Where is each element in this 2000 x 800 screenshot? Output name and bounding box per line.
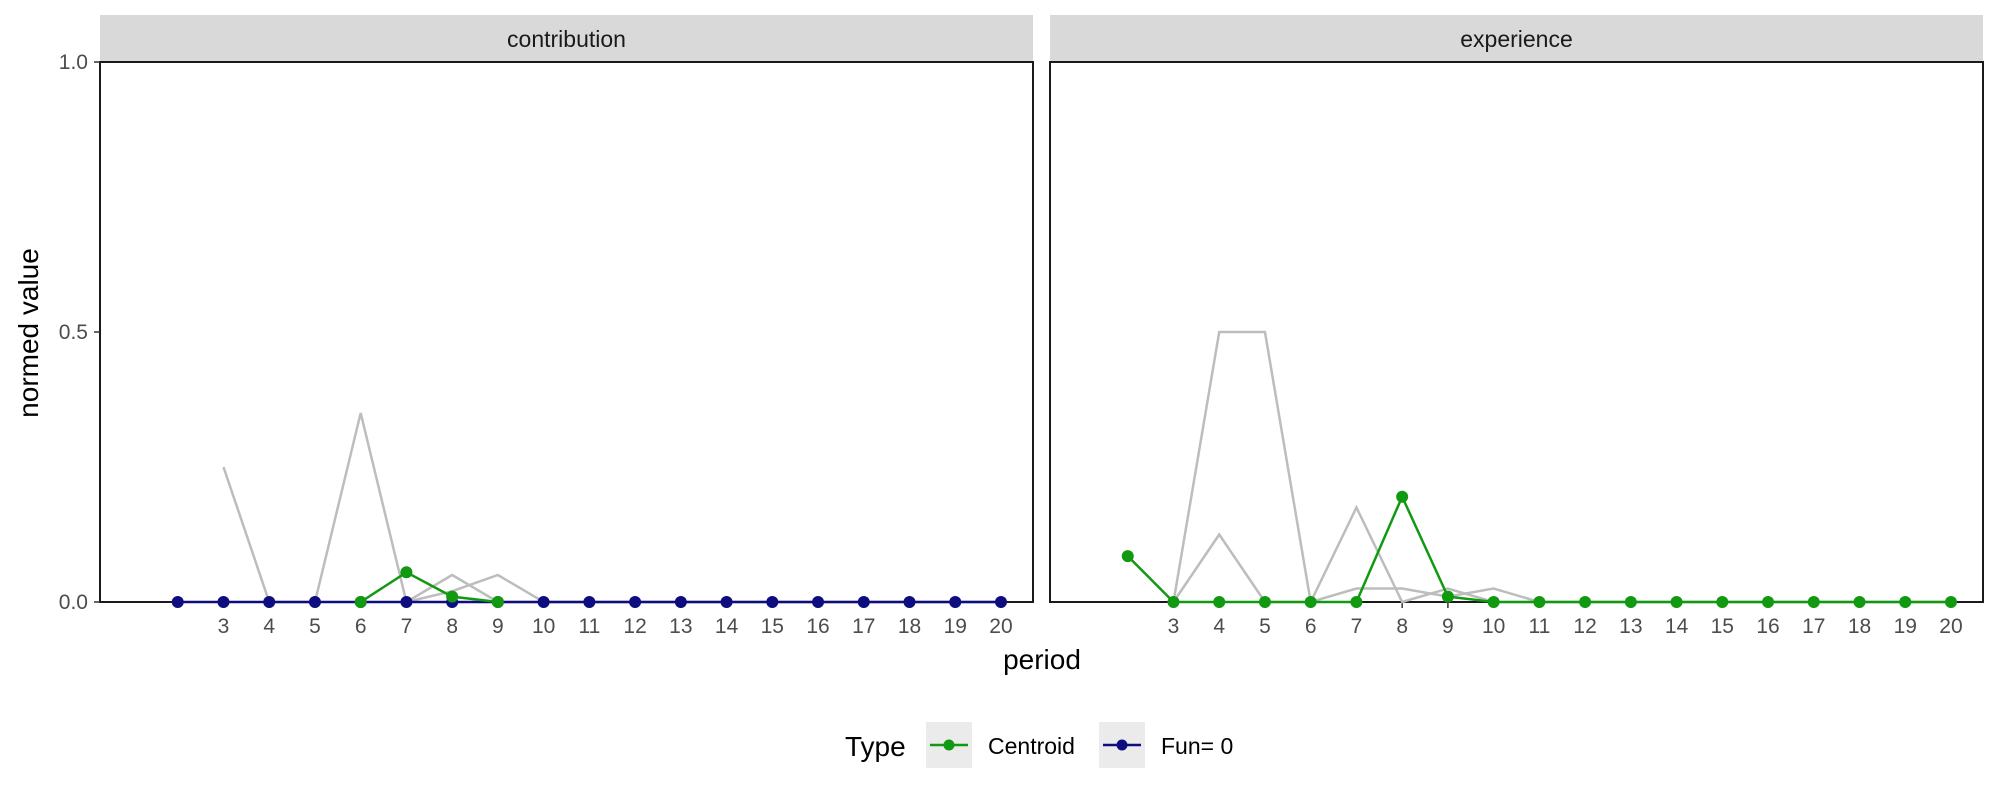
x-tick-label-contribution-10: 10	[532, 615, 555, 638]
x-tick-label-contribution-19: 19	[944, 615, 967, 638]
x-tick-label-contribution-9: 9	[492, 615, 504, 638]
point-contribution-fun0-13	[674, 596, 687, 608]
point-contribution-centroid-7	[400, 566, 413, 579]
point-experience-centroid-6	[1304, 596, 1317, 608]
x-tick-label-experience-5: 5	[1259, 615, 1271, 638]
x-tick-label-contribution-11: 11	[578, 615, 600, 638]
plot-area-contribution	[99, 61, 1034, 603]
x-tick-label-experience-19: 19	[1894, 615, 1917, 638]
point-contribution-centroid-9	[491, 596, 504, 608]
x-tick-label-contribution-12: 12	[623, 615, 646, 638]
legend-point-fun0	[1116, 739, 1128, 751]
legend-point-centroid	[943, 739, 955, 751]
point-contribution-fun0-11	[583, 596, 596, 608]
x-tick-label-contribution-18: 18	[898, 615, 921, 638]
point-contribution-fun0-15	[766, 596, 779, 608]
x-tick-label-experience-12: 12	[1573, 615, 1596, 638]
x-tick-label-contribution-14: 14	[715, 615, 739, 638]
point-contribution-fun0-5	[308, 596, 321, 608]
legend-label-centroid: Centroid	[988, 733, 1075, 759]
point-contribution-centroid-6	[354, 596, 367, 608]
point-experience-centroid-20	[1944, 596, 1957, 608]
x-tick-label-contribution-15: 15	[761, 615, 784, 638]
point-experience-centroid-15	[1716, 596, 1729, 608]
x-tick-label-experience-17: 17	[1802, 615, 1825, 638]
point-experience-centroid-4	[1213, 596, 1226, 608]
x-tick-label-experience-15: 15	[1711, 615, 1734, 638]
panels-layer: contribution 3 4 5 6 7 8 9 10 11 12 13 14 15 16 17 18 19 2…	[59, 15, 1984, 638]
x-tick-label-contribution-5: 5	[309, 615, 321, 638]
point-experience-centroid-19	[1899, 596, 1912, 608]
point-experience-centroid-10	[1487, 596, 1500, 608]
point-contribution-fun0-4	[263, 596, 276, 608]
point-experience-centroid-8	[1396, 490, 1409, 503]
series-line-contribution-centroid	[360, 570, 499, 604]
x-tick-label-experience-14: 14	[1665, 615, 1689, 638]
point-experience-centroid-3	[1167, 596, 1180, 608]
x-tick-label-contribution-3: 3	[218, 615, 230, 638]
x-tick-label-experience-20: 20	[1939, 615, 1962, 638]
x-tick-label-contribution-4: 4	[263, 615, 275, 638]
x-tick-label-experience-3: 3	[1168, 615, 1180, 638]
point-contribution-fun0-12	[629, 596, 642, 608]
y-tick-label-1.0: 1.0	[59, 51, 88, 74]
x-tick-label-contribution-13: 13	[669, 615, 692, 638]
legend: Type Centroid Fun= 0	[845, 722, 1233, 768]
x-tick-label-contribution-20: 20	[989, 615, 1012, 638]
point-experience-centroid-14	[1670, 596, 1683, 608]
x-tick-label-contribution-8: 8	[446, 615, 458, 638]
x-tick-label-experience-18: 18	[1848, 615, 1871, 638]
x-tick-label-contribution-17: 17	[852, 615, 875, 638]
x-tick-label-experience-6: 6	[1305, 615, 1317, 638]
legend-label-fun0: Fun= 0	[1161, 733, 1233, 759]
point-contribution-fun0-16	[812, 596, 825, 608]
strip-contribution	[100, 15, 1033, 62]
y-axis-title: normed value	[13, 248, 44, 418]
strip-experience	[1050, 15, 1983, 62]
point-experience-centroid-13	[1624, 596, 1637, 608]
x-axis-title: period	[1003, 644, 1081, 675]
x-tick-label-contribution-16: 16	[806, 615, 829, 638]
point-contribution-fun0-17	[857, 596, 870, 608]
x-tick-label-experience-11: 11	[1528, 615, 1550, 638]
x-tick-label-experience-16: 16	[1756, 615, 1779, 638]
point-contribution-fun0-20	[994, 596, 1007, 608]
panel-experience: experience 3 4 5 6 7 8 9 10 11 12 13 14 15 16 17 18 19 20	[1049, 15, 1984, 638]
point-experience-centroid-11	[1533, 596, 1546, 608]
x-tick-label-contribution-6: 6	[355, 615, 367, 638]
plot-area-experience	[1049, 61, 1984, 603]
point-contribution-fun0-18	[903, 596, 916, 608]
point-experience-centroid-7	[1350, 596, 1363, 608]
point-contribution-fun0-2	[171, 596, 184, 608]
x-tick-label-experience-8: 8	[1396, 615, 1408, 638]
x-tick-label-experience-4: 4	[1213, 615, 1225, 638]
point-experience-centroid-16	[1762, 596, 1775, 608]
y-tick-label-0.5: 0.5	[59, 321, 88, 344]
x-tick-label-experience-13: 13	[1619, 615, 1642, 638]
point-contribution-fun0-7	[400, 596, 413, 608]
point-experience-centroid-17	[1807, 596, 1820, 608]
x-tick-label-contribution-7: 7	[401, 615, 413, 638]
strip-label-contribution: contribution	[507, 26, 626, 52]
point-contribution-fun0-14	[720, 596, 733, 608]
x-tick-label-experience-10: 10	[1482, 615, 1505, 638]
panel-contribution: contribution 3 4 5 6 7 8 9 10 11 12 13 14 15 16 17 18 19 2…	[59, 15, 1034, 638]
point-experience-centroid-5	[1258, 596, 1271, 608]
point-experience-centroid-2	[1121, 550, 1134, 563]
point-experience-centroid-12	[1579, 596, 1592, 608]
strip-label-experience: experience	[1460, 26, 1573, 52]
point-contribution-fun0-3	[217, 596, 230, 608]
point-contribution-fun0-19	[949, 596, 962, 608]
point-contribution-centroid-8	[446, 590, 459, 603]
point-experience-centroid-9	[1441, 590, 1454, 603]
x-tick-label-experience-7: 7	[1351, 615, 1363, 638]
point-contribution-fun0-10	[537, 596, 550, 608]
point-experience-centroid-18	[1853, 596, 1866, 608]
legend-title: Type	[845, 731, 906, 762]
x-tick-label-experience-9: 9	[1442, 615, 1454, 638]
y-tick-label-0.0: 0.0	[59, 591, 88, 614]
